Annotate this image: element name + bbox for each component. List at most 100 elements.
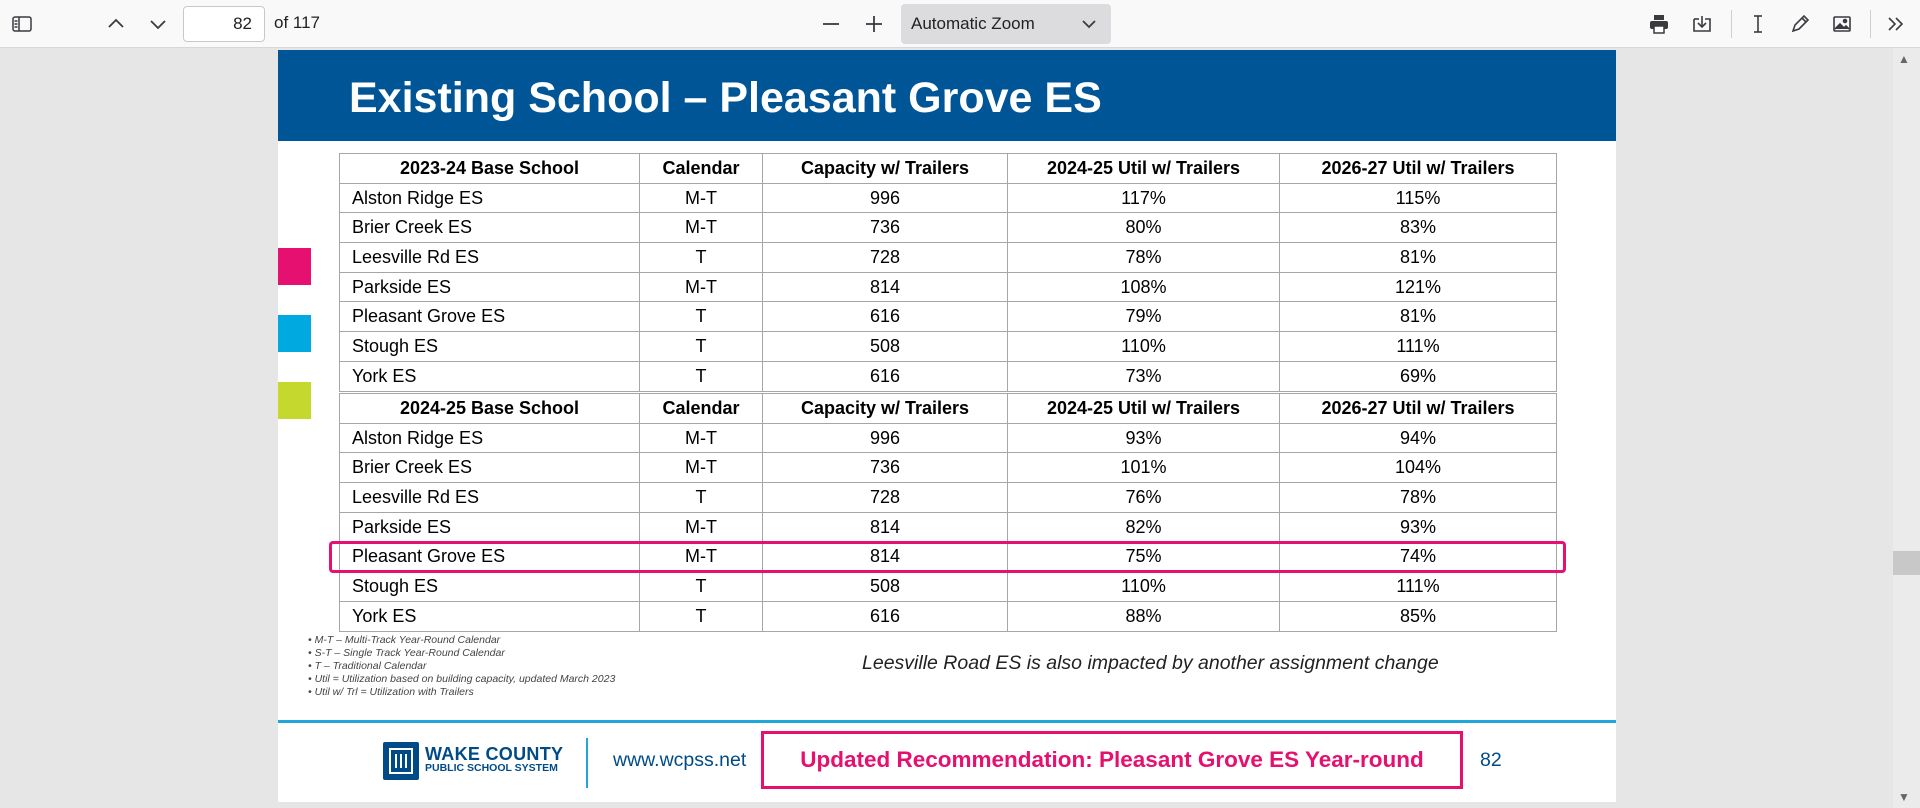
zoom-in-icon[interactable] xyxy=(858,8,890,40)
table-row: Alston Ridge ES M-T 996 117% 115% xyxy=(339,182,1557,214)
base-school-2024-25-table: 2024-25 Base School Calendar Capacity w/ T… xyxy=(339,393,1557,632)
page-number-input[interactable]: 82 xyxy=(183,6,265,42)
wcpss-logo: WAKE COUNTY PUBLIC SCHOOL SYSTEM xyxy=(383,742,563,780)
table-cell: 93% xyxy=(1007,422,1280,454)
column-header: 2024-25 Util w/ Trailers xyxy=(1007,393,1280,424)
scroll-up-icon[interactable]: ▲ xyxy=(1898,52,1910,66)
table-cell: 104% xyxy=(1279,452,1557,484)
table-cell: Alston Ridge ES xyxy=(339,422,640,454)
sidebar-toggle-icon[interactable] xyxy=(6,8,38,40)
table-row: Brier Creek ES M-T 736 101% 104% xyxy=(339,452,1557,484)
pdf-page: Existing School – Pleasant Grove ES 2023… xyxy=(278,50,1616,802)
slide-banner: Existing School – Pleasant Grove ES xyxy=(278,50,1616,141)
text-select-icon[interactable] xyxy=(1742,8,1774,40)
table-cell: Pleasant Grove ES xyxy=(339,301,640,333)
column-header: Calendar xyxy=(639,153,763,184)
table-cell: 115% xyxy=(1279,182,1557,214)
zoom-out-icon[interactable] xyxy=(815,8,847,40)
add-image-icon[interactable] xyxy=(1826,8,1858,40)
chevron-down-icon xyxy=(1082,20,1096,29)
table-cell: Brier Creek ES xyxy=(339,452,640,484)
table-cell: Leesville Rd ES xyxy=(339,482,640,513)
footer-divider xyxy=(586,738,588,788)
table-cell: Parkside ES xyxy=(339,511,640,543)
footer-rule xyxy=(278,720,1616,723)
scroll-down-icon[interactable]: ▼ xyxy=(1898,790,1910,804)
download-icon[interactable] xyxy=(1686,8,1718,40)
table-row: Alston Ridge ES M-T 996 93% 94% xyxy=(339,422,1557,454)
footnote-item: M-T – Multi-Track Year-Round Calendar xyxy=(308,634,615,647)
table-row: Stough ES T 508 110% 111% xyxy=(339,571,1557,602)
column-header: 2024-25 Base School xyxy=(339,393,640,424)
table-cell: Parkside ES xyxy=(339,271,640,303)
footnote-item: Util = Utilization based on building cap… xyxy=(308,673,616,686)
table-cell: M-T xyxy=(639,511,763,543)
lime-color-swatch xyxy=(278,382,311,419)
table-cell: 616 xyxy=(762,360,1008,392)
draw-icon[interactable] xyxy=(1784,8,1816,40)
table-cell: 616 xyxy=(762,301,1008,333)
table-cell: 111% xyxy=(1279,571,1557,602)
base-school-2023-24-table: 2023-24 Base School Calendar Capacity w/ T… xyxy=(339,153,1557,392)
table-cell: 108% xyxy=(1007,271,1280,303)
table-cell: M-T xyxy=(639,212,763,244)
table-cell: 78% xyxy=(1279,482,1557,513)
print-icon[interactable] xyxy=(1643,8,1675,40)
next-page-icon[interactable] xyxy=(142,8,174,40)
vertical-scrollbar[interactable] xyxy=(1893,48,1920,808)
table-cell: T xyxy=(639,571,763,602)
table-cell: 814 xyxy=(762,511,1008,543)
table-row: York ES T 616 73% 69% xyxy=(339,360,1557,392)
table-cell: Stough ES xyxy=(339,331,640,362)
leesville-note: Leesville Road ES is also impacted by an… xyxy=(862,652,1439,674)
column-header: Capacity w/ Trailers xyxy=(762,393,1008,424)
table-cell: 88% xyxy=(1007,600,1280,632)
wcpss-logo-mark-icon xyxy=(383,742,419,780)
footnote-item: S-T – Single Track Year-Round Calendar xyxy=(308,647,615,660)
table-cell: 110% xyxy=(1007,571,1280,602)
table-cell: 814 xyxy=(762,271,1008,303)
table-cell: 69% xyxy=(1279,360,1557,392)
scrollbar-thumb[interactable] xyxy=(1893,551,1920,575)
table-cell: 728 xyxy=(762,482,1008,513)
table-cell: 82% xyxy=(1007,511,1280,543)
table-cell: 996 xyxy=(762,422,1008,454)
table-row: Leesville Rd ES T 728 76% 78% xyxy=(339,482,1557,513)
pleasant-grove-highlight xyxy=(329,541,1566,573)
table-row: Pleasant Grove ES T 616 79% 81% xyxy=(339,301,1557,333)
table-row: York ES T 616 88% 85% xyxy=(339,600,1557,632)
table-cell: 85% xyxy=(1279,600,1557,632)
cyan-color-swatch xyxy=(278,315,311,352)
table-cell: 728 xyxy=(762,242,1008,273)
table-cell: T xyxy=(639,331,763,362)
pdf-toolbar: 82 of 117 Automatic Zoom xyxy=(0,0,1920,48)
table-cell: T xyxy=(639,360,763,392)
column-header: Capacity w/ Trailers xyxy=(762,153,1008,184)
zoom-select[interactable]: Automatic Zoom xyxy=(901,4,1111,44)
table-cell: 101% xyxy=(1007,452,1280,484)
page-count-label: of 117 xyxy=(274,13,321,32)
table-cell: T xyxy=(639,482,763,513)
table-cell: Stough ES xyxy=(339,571,640,602)
previous-page-icon[interactable] xyxy=(100,8,132,40)
column-header: 2026-27 Util w/ Trailers xyxy=(1279,153,1557,184)
pink-color-swatch xyxy=(278,248,311,285)
table-cell: T xyxy=(639,242,763,273)
wcpss-logo-text: WAKE COUNTY PUBLIC SCHOOL SYSTEM xyxy=(425,745,563,775)
table-cell: 110% xyxy=(1007,331,1280,362)
more-tools-icon[interactable] xyxy=(1880,8,1912,40)
table-cell: 508 xyxy=(762,571,1008,602)
table-cell: 508 xyxy=(762,331,1008,362)
table-cell: Leesville Rd ES xyxy=(339,242,640,273)
table-cell: 80% xyxy=(1007,212,1280,244)
table-cell: M-T xyxy=(639,182,763,214)
column-header: 2023-24 Base School xyxy=(339,153,640,184)
table-cell: 736 xyxy=(762,452,1008,484)
table-cell: 83% xyxy=(1279,212,1557,244)
website-link[interactable]: www.wcpss.net xyxy=(613,749,747,771)
recommendation-text: Updated Recommendation: Pleasant Grove E… xyxy=(800,747,1424,772)
footnote-item: Util w/ Trl = Utilization with Trailers xyxy=(308,686,615,699)
table-cell: T xyxy=(639,301,763,333)
table-cell: 79% xyxy=(1007,301,1280,333)
table-row: Brier Creek ES M-T 736 80% 83% xyxy=(339,212,1557,244)
